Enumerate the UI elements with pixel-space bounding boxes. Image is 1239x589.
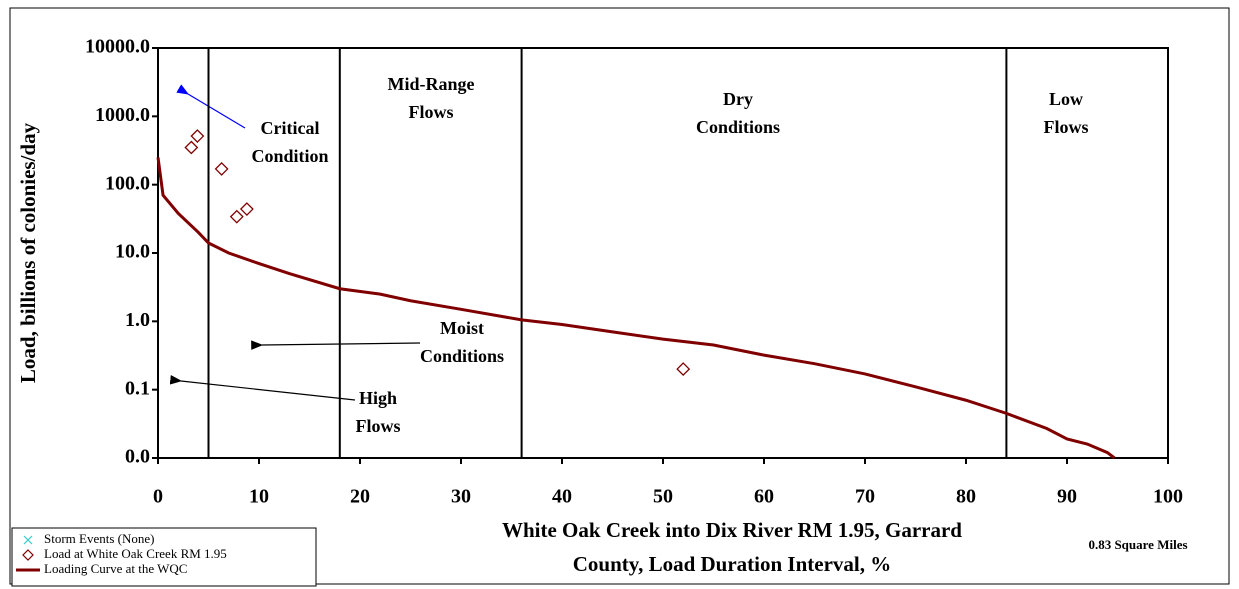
zone-label: Moist xyxy=(440,318,484,338)
y-tick-label: 1.0 xyxy=(125,309,150,331)
y-tick-label: 10.0 xyxy=(115,241,150,263)
x-tick-label: 80 xyxy=(956,486,976,508)
zone-label: Flows xyxy=(356,416,401,436)
arrow xyxy=(176,84,246,129)
x-tick-label: 20 xyxy=(350,486,370,508)
legend-label: Loading Curve at the WQC xyxy=(44,561,187,576)
x-tick-label: 30 xyxy=(451,486,471,508)
annotation: Critical xyxy=(261,118,320,138)
x-tick-label: 50 xyxy=(653,486,673,508)
x-tick-label: 70 xyxy=(855,486,875,508)
zone-label: Low xyxy=(1049,89,1083,109)
frame xyxy=(9,7,1230,585)
zone-label: Dry xyxy=(723,89,753,109)
x-tick-label: 60 xyxy=(754,486,774,508)
zone-label: High xyxy=(359,388,397,408)
x-tick-label: 10 xyxy=(249,486,269,508)
legend-label: Load at White Oak Creek RM 1.95 xyxy=(44,546,227,561)
x-tick-label: 90 xyxy=(1057,486,1077,508)
zone-label: Conditions xyxy=(420,346,504,366)
legend-symbol xyxy=(23,535,33,545)
data-point xyxy=(184,140,199,155)
loading-curve xyxy=(156,157,1116,460)
data-point xyxy=(239,202,254,216)
x-axis-label: White Oak Creek into Dix River RM 1.95, … xyxy=(502,518,962,542)
arrow xyxy=(169,375,356,401)
y-tick-label: 0.0 xyxy=(125,446,150,468)
legend xyxy=(11,527,317,587)
legend-label: Storm Events (None) xyxy=(44,531,154,546)
data-point xyxy=(676,362,691,377)
data-point xyxy=(214,161,229,176)
zone-label: Flows xyxy=(1044,117,1089,137)
legend-symbol xyxy=(22,549,34,561)
zone-label: Mid-Range xyxy=(388,74,475,94)
x-tick-label: 100 xyxy=(1153,486,1183,508)
data-point xyxy=(190,129,205,143)
annotation: Condition xyxy=(251,146,328,166)
y-tick-label: 10000.0 xyxy=(85,36,150,58)
y-tick-label: 0.1 xyxy=(125,377,150,399)
x-tick-label: 0 xyxy=(153,486,163,508)
data-point xyxy=(229,209,244,224)
y-axis-label: Load, billions of colonies/day xyxy=(16,122,40,383)
y-tick-label: 1000.0 xyxy=(95,104,150,126)
x-tick-label: 40 xyxy=(552,486,572,508)
note: 0.83 Square Miles xyxy=(1088,537,1187,552)
zone-label: Conditions xyxy=(696,117,780,137)
y-tick-label: 100.0 xyxy=(105,172,150,194)
zone-label: Flows xyxy=(409,102,454,122)
plot-area xyxy=(157,47,1169,459)
arrow xyxy=(251,340,421,350)
x-axis-label: County, Load Duration Interval, % xyxy=(573,552,892,576)
